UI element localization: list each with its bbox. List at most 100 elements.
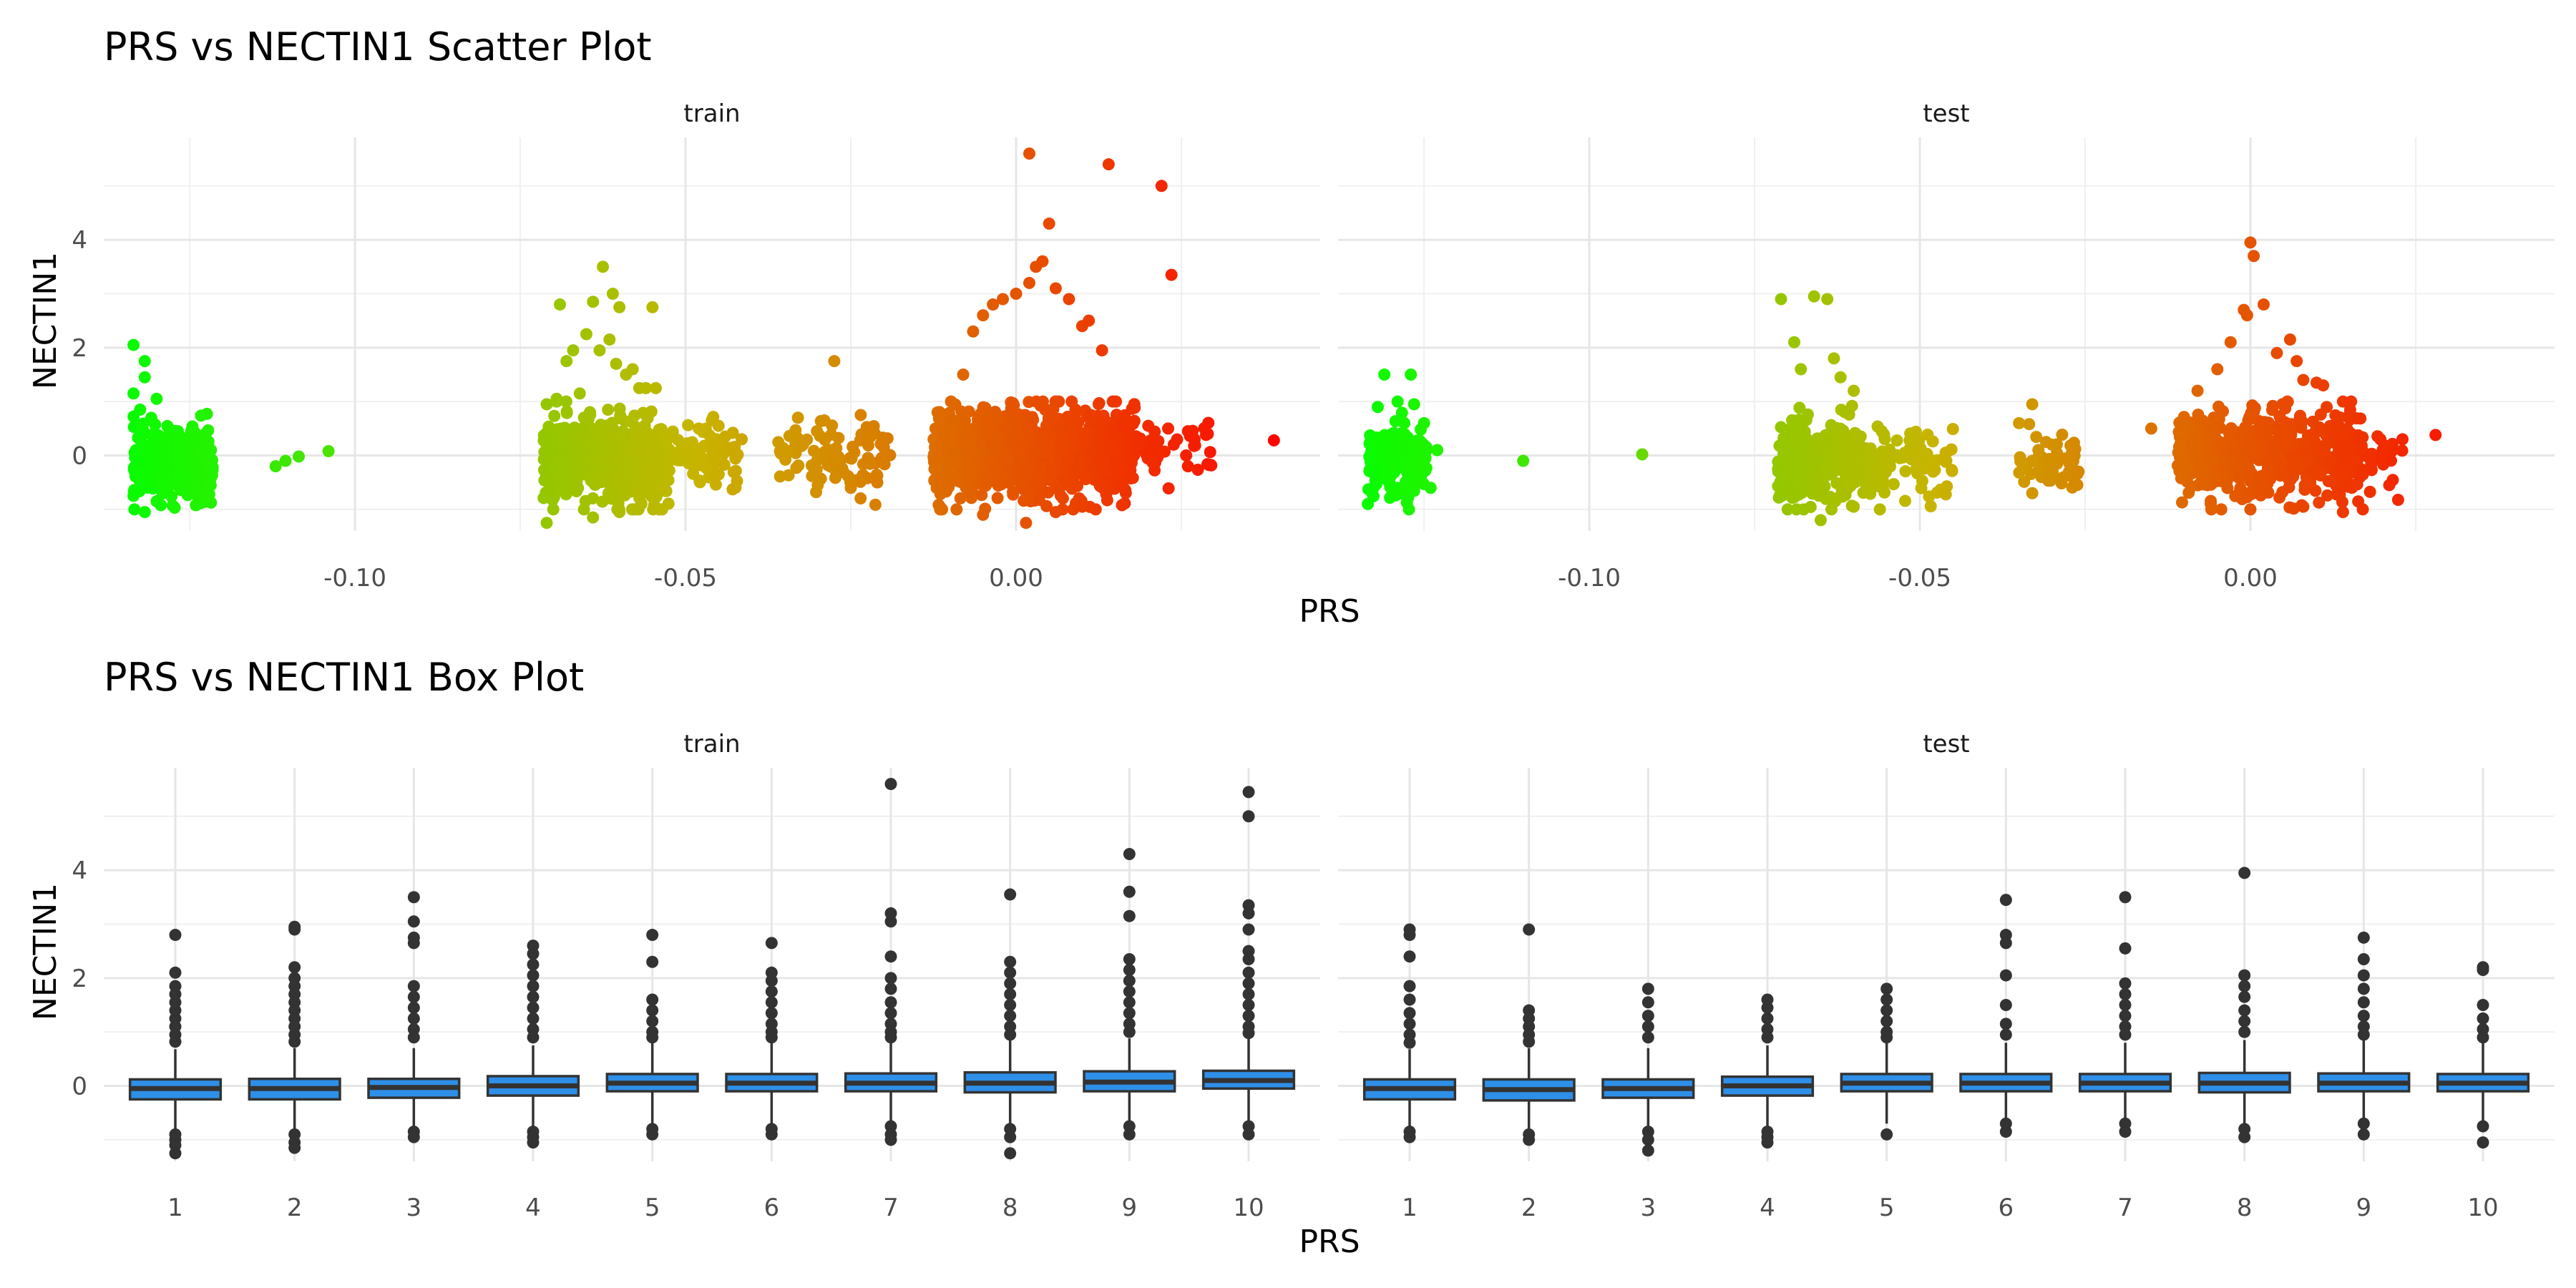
scatter-point [877,441,890,454]
scatter-point [2290,355,2303,368]
scatter-point [2385,454,2398,467]
scatter-point [807,444,820,457]
y-tick-label: 2 [72,334,87,363]
scatter-point [1074,451,1087,464]
scatter-point [568,421,581,434]
scatter-point [1805,454,1818,467]
scatter-point [977,309,990,322]
box-outlier [1403,950,1416,963]
scatter-point [128,503,141,516]
scatter-point [2331,488,2343,501]
scatter-point [2013,416,2026,429]
scatter-point [1049,506,1062,519]
box-outlier [1641,996,1654,1009]
box-outlier [1880,1015,1893,1028]
scatter-point [824,444,836,457]
scatter-point [138,355,151,368]
box-outlier [1999,1028,2012,1041]
scatter-point [789,424,802,436]
scatter-point [869,498,882,511]
scatter-point [1835,404,1848,416]
scatter-point [1823,445,1836,458]
scatter-point [2317,379,2330,392]
scatter-point [980,479,992,492]
scatter-point [954,492,967,504]
scatter-point [1814,514,1827,527]
box-outlier [1999,999,2012,1012]
scatter-point [2262,486,2275,499]
scatter-point [836,462,849,475]
x-tick-label: 8 [2237,1194,2253,1222]
scatter-point [1835,436,1848,449]
scatter-point [693,422,706,435]
scatter-point [1018,469,1031,482]
y-tick-label: 4 [72,226,87,255]
scatter-point [550,392,563,405]
scatter-point [1036,431,1049,444]
x-tick-label: 5 [1879,1194,1895,1222]
scatter-point [638,419,651,432]
box-outlier [527,990,540,1003]
box-outlier [1004,966,1017,979]
scatter-point [1927,465,1940,478]
scatter-y-axis-title: NECTIN1 [27,252,64,389]
scatter-point [703,429,716,442]
scatter-point [611,455,624,468]
scatter-point [2270,346,2283,359]
scatter-point [1102,158,1115,171]
scatter-point [844,482,857,494]
scatter-point [638,462,651,474]
scatter-point [197,447,210,459]
scatter-point [933,473,946,486]
scatter-point [167,431,180,444]
box-outlier [884,915,897,928]
scatter-point [2177,419,2190,431]
scatter-point [1405,369,1418,381]
box-outlier [884,996,897,1009]
scatter-point [2243,411,2255,424]
scatter-point [2145,422,2157,435]
box-outlier [2238,1131,2251,1143]
box-outlier [1403,1036,1416,1049]
box-outlier [1123,1007,1136,1020]
scatter-point [2429,429,2442,441]
scatter-point [1431,444,1444,457]
scatter-point [988,465,1001,478]
scatter-point [1398,416,1411,429]
scatter-point [541,439,554,452]
scatter-point [683,443,696,456]
scatter-point [1386,453,1399,466]
box-outlier [1999,969,2012,982]
box-outlier [1004,955,1017,968]
scatter-point [573,459,586,472]
box-outlier [407,891,420,904]
scatter-point [1125,472,1138,484]
scatter-point [1857,487,1870,499]
scatter-point [1362,483,1375,496]
box-outlier [527,1012,540,1025]
box-outlier [1242,1010,1255,1023]
scatter-point [2245,435,2258,448]
scatter-point [573,387,586,400]
scatter-point [1042,413,1055,426]
box-outlier [1123,1128,1136,1141]
scatter-point [700,462,713,474]
scatter-point [1398,428,1411,441]
scatter-point [127,387,140,400]
scatter-point [792,459,805,472]
box-outlier [169,929,182,942]
scatter-point [1836,490,1849,503]
scatter-point [2243,468,2256,481]
scatter-point [811,479,824,492]
box-outlier [1242,952,1255,965]
box-outlier [527,958,540,971]
scatter-point [1203,459,1216,472]
scatter-point [1392,441,1405,454]
scatter-point [1890,434,1903,447]
scatter-point [1165,268,1178,281]
box-outlier [1242,786,1255,799]
scatter-point [1792,425,1805,438]
scatter-point [1384,429,1397,441]
scatter-point [1162,422,1174,435]
scatter-point [1903,442,1916,455]
